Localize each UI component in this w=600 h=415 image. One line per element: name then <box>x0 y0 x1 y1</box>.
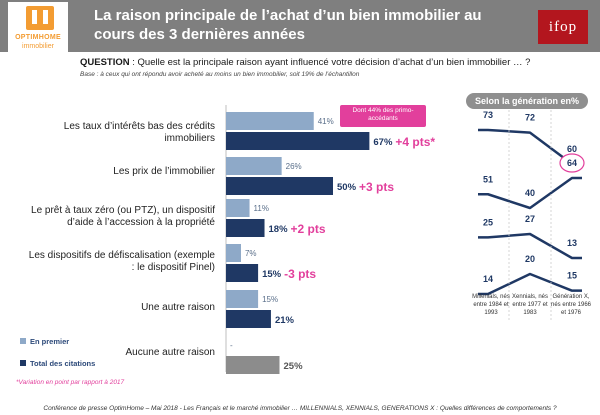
bar-total <box>226 264 259 282</box>
bar-first <box>226 199 250 217</box>
variation-label: +2 pts <box>291 222 326 236</box>
question-text: QUESTION : Quelle est la principale rais… <box>80 57 530 68</box>
category-label: Le prêt à taux zéro (ou PTZ), un disposi… <box>31 205 215 228</box>
footer-caption: Conférence de presse OptimHome – Mai 201… <box>43 405 557 412</box>
bar-first-label: 11% <box>254 204 269 213</box>
generation-panel-title: Selon la génération en% <box>466 93 588 109</box>
category-label: Aucune autre raison <box>125 347 215 358</box>
bar-first <box>226 290 259 308</box>
generation-value-label: 60 <box>567 144 577 154</box>
generation-series-line <box>478 176 582 210</box>
generation-value-label: 64 <box>567 158 577 168</box>
primo-accedants-note: Dont 44% des primo-accédants <box>340 105 426 127</box>
bar-total <box>226 310 271 328</box>
variation-footnote: *Variation en point par rapport à 2017 <box>16 379 125 386</box>
generation-series-line <box>478 272 582 296</box>
generation-value-label: 15 <box>567 271 577 281</box>
generation-value-label: 40 <box>525 188 535 198</box>
generation-series-line <box>478 232 582 260</box>
page-title: La raison principale de l’achat d’un bie… <box>94 7 482 43</box>
question-body: : Quelle est la principale raison ayant … <box>129 57 531 68</box>
generation-value-label: 51 <box>483 174 493 184</box>
highlight-circle <box>559 153 585 173</box>
generation-label: Génération X, nés entre 1966 et 1976 <box>550 294 592 316</box>
bar-total <box>226 219 265 237</box>
bar-total <box>226 356 280 374</box>
bar-total-label: 18% <box>269 224 289 235</box>
generation-value-label: 20 <box>525 254 535 264</box>
bar-total-label: 50% <box>337 182 357 193</box>
legend-swatch-first <box>20 338 26 344</box>
generation-value-label: 72 <box>525 113 535 123</box>
bar-total <box>226 132 370 150</box>
generation-value-label: 25 <box>483 217 493 227</box>
legend-swatch-total <box>20 360 26 366</box>
ifop-logo: ifop <box>538 10 588 44</box>
bar-first-label: 41% <box>318 117 334 126</box>
legend-label-first: En premier <box>30 337 70 346</box>
optimhome-logo: OPTIMHOME immobilier <box>8 2 68 60</box>
bar-total-label: 67% <box>373 137 393 148</box>
generation-label: Millenials, nés entre 1984 et 1993 <box>472 294 510 316</box>
bar-first <box>226 157 282 175</box>
logo-subtitle: immobilier <box>22 43 54 50</box>
legend-label-total: Total des citations <box>30 359 96 368</box>
bar-first-label: - <box>230 341 233 350</box>
bar-first-label: 15% <box>262 295 278 304</box>
category-label: Les taux d’intérêts bas des crédits immo… <box>63 121 215 144</box>
generation-value-label: 73 <box>483 110 493 120</box>
category-label: Les dispositifs de défiscalisation (exem… <box>28 250 215 273</box>
bar-total-label: 25% <box>284 361 304 372</box>
bar-first-label: 26% <box>286 162 302 171</box>
generation-value-label: 13 <box>567 238 577 248</box>
generation-value-label: 14 <box>483 274 493 284</box>
header-bar <box>0 0 600 52</box>
bar-total <box>226 177 333 195</box>
logo-name: OPTIMHOME <box>15 34 61 41</box>
bar-first <box>226 244 241 262</box>
category-label: Les prix de l’immobilier <box>113 166 215 177</box>
bar-first-label: 7% <box>245 249 257 258</box>
house-logo-icon <box>26 6 54 30</box>
base-note: Base : à ceux qui ont répondu avoir ache… <box>80 71 360 78</box>
bar-total-label: 15% <box>262 269 282 280</box>
variation-label: -3 pts <box>284 267 316 281</box>
generation-value-label: 27 <box>525 214 535 224</box>
variation-label: +4 pts* <box>395 135 435 149</box>
bar-first <box>226 112 314 130</box>
variation-label: +3 pts <box>359 180 394 194</box>
bar-total-label: 21% <box>275 315 295 326</box>
question-label: QUESTION <box>80 57 130 68</box>
category-label: Une autre raison <box>141 302 215 313</box>
generation-label: Xennials, nés entre 1977 et 1983 <box>511 294 549 316</box>
